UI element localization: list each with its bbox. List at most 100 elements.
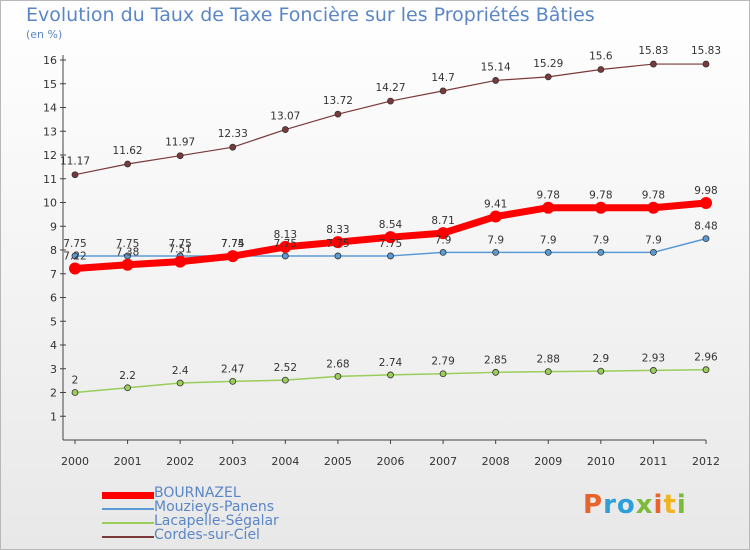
data-label: 7.74 bbox=[221, 238, 245, 250]
data-label: 2.74 bbox=[379, 357, 403, 369]
y-tick-label: 6 bbox=[50, 292, 57, 305]
data-point bbox=[702, 366, 710, 374]
data-label: 15.14 bbox=[481, 61, 511, 73]
legend-swatch bbox=[102, 508, 154, 510]
data-label: 15.6 bbox=[589, 51, 613, 63]
x-tick-label: 2011 bbox=[639, 455, 667, 468]
data-point bbox=[334, 252, 342, 260]
x-tick-label: 2002 bbox=[166, 455, 194, 468]
data-point bbox=[121, 258, 134, 271]
data-label: 2.47 bbox=[221, 363, 244, 375]
data-point bbox=[226, 250, 239, 263]
data-label: 13.07 bbox=[270, 111, 300, 123]
data-point bbox=[331, 236, 344, 249]
chart-title: Evolution du Taux de Taxe Foncière sur l… bbox=[26, 4, 595, 26]
x-tick-label: 2000 bbox=[61, 455, 89, 468]
data-point bbox=[647, 201, 660, 214]
x-tick-label: 2007 bbox=[429, 455, 457, 468]
data-label: 2.68 bbox=[326, 358, 349, 370]
data-label: 7.9 bbox=[592, 234, 609, 246]
y-tick-label: 16 bbox=[43, 54, 57, 67]
data-point bbox=[384, 231, 397, 244]
data-point bbox=[229, 143, 237, 151]
legend-label: Mouzieys-Panens bbox=[154, 499, 275, 515]
data-point bbox=[229, 377, 237, 385]
data-label: 9.41 bbox=[484, 199, 507, 211]
data-label: 7.75 bbox=[326, 238, 349, 250]
data-label: 7.38 bbox=[116, 247, 139, 259]
data-label: 7.75 bbox=[116, 238, 139, 250]
data-point bbox=[439, 248, 447, 256]
data-label: 7.75 bbox=[63, 238, 86, 250]
data-label: 7.75 bbox=[221, 238, 244, 250]
data-point bbox=[439, 370, 447, 378]
data-point bbox=[387, 371, 394, 379]
legend-label: Cordes-sur-Ciel bbox=[154, 527, 260, 543]
data-label: 2.4 bbox=[172, 365, 189, 377]
data-point bbox=[542, 201, 555, 214]
y-tick-label: 10 bbox=[43, 197, 57, 210]
y-tick-label: 8 bbox=[50, 244, 57, 257]
data-point bbox=[544, 368, 552, 376]
data-point bbox=[492, 77, 500, 84]
data-point bbox=[176, 379, 184, 387]
data-label: 11.97 bbox=[165, 137, 195, 149]
data-label: 2.52 bbox=[274, 362, 297, 374]
data-label: 9.78 bbox=[642, 190, 665, 202]
data-point bbox=[544, 248, 552, 256]
y-tick-label: 2 bbox=[50, 387, 57, 400]
data-point bbox=[544, 73, 552, 81]
y-tick-label: 14 bbox=[43, 102, 57, 115]
data-label: 2.96 bbox=[694, 352, 718, 364]
data-label: 7.9 bbox=[645, 234, 662, 246]
data-label: 9.78 bbox=[589, 190, 612, 202]
data-label: 13.72 bbox=[323, 95, 353, 107]
data-point bbox=[71, 389, 79, 396]
data-label: 8.71 bbox=[431, 215, 454, 227]
data-label: 2.88 bbox=[537, 354, 560, 366]
y-tick-label: 7 bbox=[50, 268, 57, 281]
y-tick-label: 12 bbox=[43, 149, 57, 162]
data-point bbox=[439, 87, 447, 95]
data-point bbox=[597, 66, 605, 73]
data-label: 15.83 bbox=[691, 45, 721, 57]
y-tick-label: 1 bbox=[50, 410, 57, 423]
data-label: 12.33 bbox=[218, 128, 248, 140]
data-label: 14.7 bbox=[431, 72, 454, 84]
x-tick-label: 2005 bbox=[324, 455, 352, 468]
y-tick-label: 11 bbox=[43, 173, 57, 186]
y-tick-label: 5 bbox=[50, 315, 57, 328]
data-point bbox=[492, 248, 500, 256]
data-point bbox=[176, 152, 184, 160]
data-point bbox=[174, 255, 187, 268]
data-point bbox=[437, 227, 450, 240]
data-label: 8.48 bbox=[694, 221, 717, 233]
data-label: 2.85 bbox=[484, 354, 507, 366]
x-tick-label: 2006 bbox=[377, 455, 405, 468]
data-label: 2.2 bbox=[119, 370, 136, 382]
data-point bbox=[281, 376, 289, 384]
x-tick-label: 2012 bbox=[692, 455, 720, 468]
series-line-3 bbox=[74, 63, 706, 176]
data-point bbox=[650, 248, 657, 256]
data-label: 7.75 bbox=[168, 238, 191, 250]
data-point bbox=[281, 252, 289, 260]
data-label: 2.9 bbox=[592, 353, 609, 365]
data-point bbox=[281, 126, 289, 133]
x-tick-label: 2003 bbox=[219, 455, 247, 468]
x-tick-label: 2008 bbox=[482, 455, 510, 468]
data-point bbox=[702, 235, 710, 243]
data-label: 7.9 bbox=[487, 234, 504, 246]
data-point bbox=[597, 248, 605, 256]
data-label: 7.75 bbox=[274, 238, 297, 250]
data-point bbox=[71, 252, 79, 260]
data-point bbox=[700, 196, 712, 209]
y-tick-label: 13 bbox=[43, 125, 57, 138]
data-point bbox=[387, 252, 394, 260]
data-label: 15.29 bbox=[533, 58, 563, 70]
data-point bbox=[492, 368, 500, 376]
unit-label: (en %) bbox=[26, 28, 63, 41]
x-tick-label: 2010 bbox=[587, 455, 615, 468]
